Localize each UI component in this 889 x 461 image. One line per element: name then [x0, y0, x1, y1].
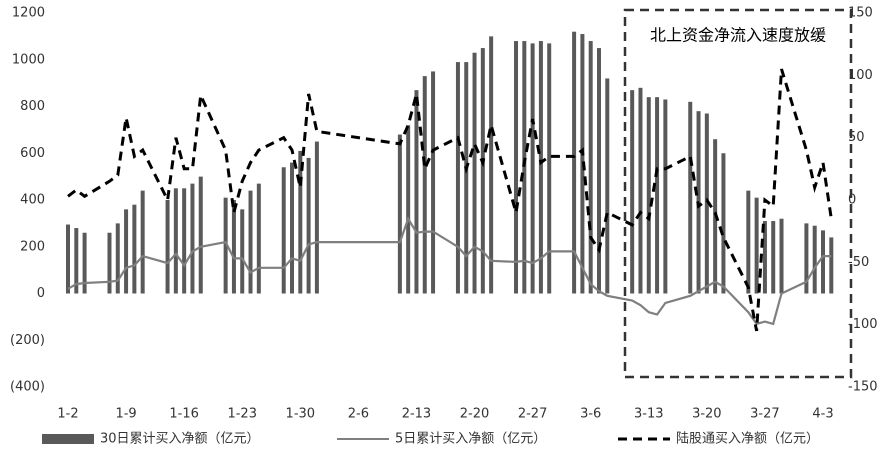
- bar: [397, 134, 402, 294]
- bar: [115, 223, 120, 294]
- bar: [198, 176, 203, 294]
- bar: [704, 113, 709, 294]
- x-tick-label: 2-6: [348, 407, 369, 422]
- highlight-box: [623, 8, 853, 379]
- bar: [290, 162, 295, 294]
- bar: [605, 78, 610, 294]
- y-tick-label: 800: [20, 99, 45, 114]
- y-tick-label: 1000: [12, 52, 45, 67]
- y-tick-label: 200: [20, 239, 45, 254]
- bar: [132, 204, 137, 294]
- bar: [306, 157, 311, 294]
- bar: [663, 99, 668, 294]
- x-tick-label: 1-9: [115, 407, 136, 422]
- legend-label: 30日累计买入净额（亿元）: [100, 432, 260, 447]
- bar: [455, 62, 460, 294]
- legend-label: 陆股通买入净额（亿元）: [676, 431, 819, 447]
- bar: [721, 153, 726, 294]
- bar: [821, 230, 825, 294]
- y2-tick-label: -150: [848, 380, 878, 395]
- line: [67, 216, 832, 326]
- bar: [298, 150, 303, 294]
- y-tick-label: (400): [10, 380, 45, 395]
- bar: [422, 76, 427, 294]
- x-tick-label: 2-27: [518, 407, 548, 422]
- bar: [414, 90, 419, 294]
- bar: [140, 190, 145, 294]
- y2-tick-label: -100: [848, 317, 878, 332]
- bar: [655, 97, 660, 294]
- bar: [812, 225, 817, 294]
- bar: [646, 97, 651, 294]
- bar: [107, 232, 112, 294]
- y2-tick-label: 50: [848, 130, 865, 145]
- x-tick-label: 1-23: [227, 407, 257, 422]
- legend-swatch: [42, 434, 94, 444]
- bar: [74, 228, 79, 294]
- bar: [66, 224, 70, 294]
- bar: [480, 48, 485, 294]
- x-tick-label: 3-20: [692, 407, 722, 422]
- bar: [223, 197, 228, 294]
- bar: [804, 223, 809, 294]
- bar: [314, 141, 319, 294]
- y2-tick-label: 100: [848, 68, 873, 83]
- annotation: 北上资金净流入速度放缓: [650, 26, 826, 45]
- y-tick-label: 400: [20, 193, 45, 208]
- bar: [240, 209, 245, 294]
- bar: [281, 167, 286, 294]
- bar: [829, 237, 834, 294]
- bar: [588, 41, 593, 294]
- bar: [754, 197, 759, 294]
- bar: [231, 200, 236, 294]
- x-tick-label: 1-30: [286, 407, 316, 422]
- bar: [771, 221, 776, 294]
- bar: [762, 221, 767, 294]
- x-tick-label: 2-13: [402, 407, 432, 422]
- x-tick-label: 1-16: [169, 407, 199, 422]
- legend-label: 5日累计买入净额（亿元）: [395, 432, 546, 447]
- bar: [406, 125, 411, 294]
- bar: [248, 190, 253, 294]
- x-tick-label: 1-2: [57, 407, 78, 422]
- y2-tick-label: 150: [848, 6, 873, 21]
- y-tick-label: 1200: [12, 6, 45, 21]
- bar: [514, 41, 519, 294]
- bar: [124, 209, 129, 294]
- bar: [746, 190, 751, 294]
- bar: [82, 232, 87, 294]
- bar: [165, 200, 170, 294]
- bar: [431, 71, 436, 294]
- bar: [596, 48, 601, 294]
- bar: [464, 62, 469, 294]
- bar: [190, 183, 195, 294]
- bar: [779, 218, 784, 294]
- x-tick-label: 4-3: [812, 407, 833, 422]
- y-tick-label: (200): [10, 333, 45, 348]
- x-tick-label: 2-20: [460, 407, 490, 422]
- y2-tick-label: -50: [848, 255, 869, 270]
- bar: [547, 43, 552, 294]
- bar: [630, 90, 635, 294]
- y2-tick-label: 0: [848, 193, 856, 208]
- bar: [538, 41, 543, 294]
- bar: [489, 36, 494, 294]
- bar: [472, 52, 477, 294]
- bar: [182, 188, 187, 294]
- bar: [638, 87, 643, 294]
- bar: [688, 101, 693, 294]
- bar: [173, 188, 178, 294]
- x-tick-label: 3-27: [750, 407, 780, 422]
- y-tick-label: 0: [37, 286, 45, 301]
- bar: [256, 183, 261, 294]
- x-tick-label: 3-6: [580, 407, 601, 422]
- bar: [572, 31, 577, 294]
- dashed-line: [67, 68, 833, 332]
- bar: [522, 41, 527, 294]
- x-tick-label: 3-13: [634, 407, 664, 422]
- bar: [530, 43, 535, 294]
- y-tick-label: 600: [20, 146, 45, 161]
